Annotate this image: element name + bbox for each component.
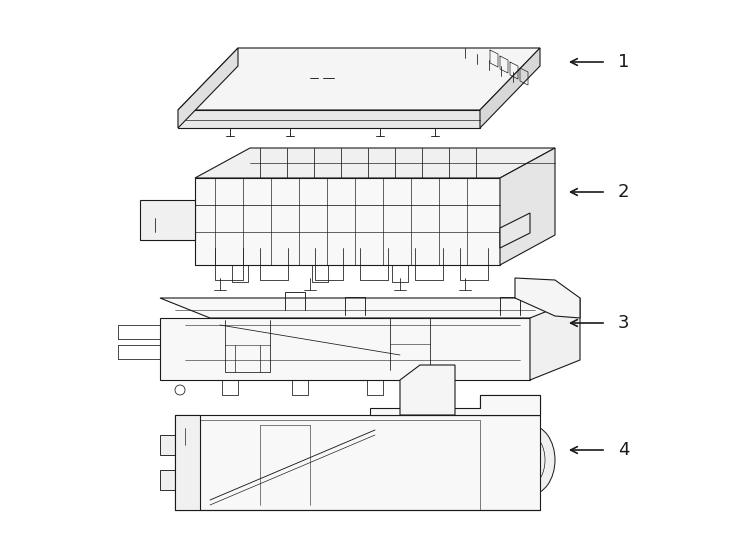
Polygon shape [515, 278, 580, 318]
Bar [303, 188, 321, 202]
Text: 3: 3 [618, 314, 630, 332]
Polygon shape [160, 318, 530, 380]
Bar [210, 218, 228, 232]
Bar [334, 188, 352, 202]
Polygon shape [160, 298, 580, 318]
Polygon shape [175, 415, 540, 510]
Text: 4: 4 [618, 441, 630, 459]
Bar [272, 218, 290, 232]
Polygon shape [370, 395, 540, 415]
Text: 1: 1 [618, 53, 629, 71]
Bar [272, 188, 290, 202]
Bar [365, 188, 383, 202]
Polygon shape [195, 178, 500, 265]
Bar [396, 188, 414, 202]
Polygon shape [530, 298, 580, 380]
Bar [210, 188, 228, 202]
Polygon shape [178, 48, 540, 110]
Polygon shape [400, 365, 455, 415]
Bar [427, 218, 445, 232]
Polygon shape [500, 213, 530, 248]
Bar [458, 188, 476, 202]
Polygon shape [178, 48, 238, 128]
Polygon shape [480, 48, 540, 128]
Bar [241, 218, 259, 232]
Polygon shape [500, 148, 555, 265]
Polygon shape [175, 415, 200, 510]
Bar [365, 218, 383, 232]
Text: 2: 2 [618, 183, 630, 201]
Bar [303, 218, 321, 232]
Bar [160, 435, 178, 455]
Polygon shape [195, 148, 555, 178]
Bar [241, 188, 259, 202]
Bar [160, 470, 178, 490]
Bar [458, 218, 476, 232]
Polygon shape [140, 200, 195, 240]
Polygon shape [480, 395, 540, 415]
Polygon shape [178, 110, 480, 128]
Ellipse shape [505, 425, 555, 495]
Bar [334, 218, 352, 232]
Bar [396, 218, 414, 232]
Bar [427, 188, 445, 202]
